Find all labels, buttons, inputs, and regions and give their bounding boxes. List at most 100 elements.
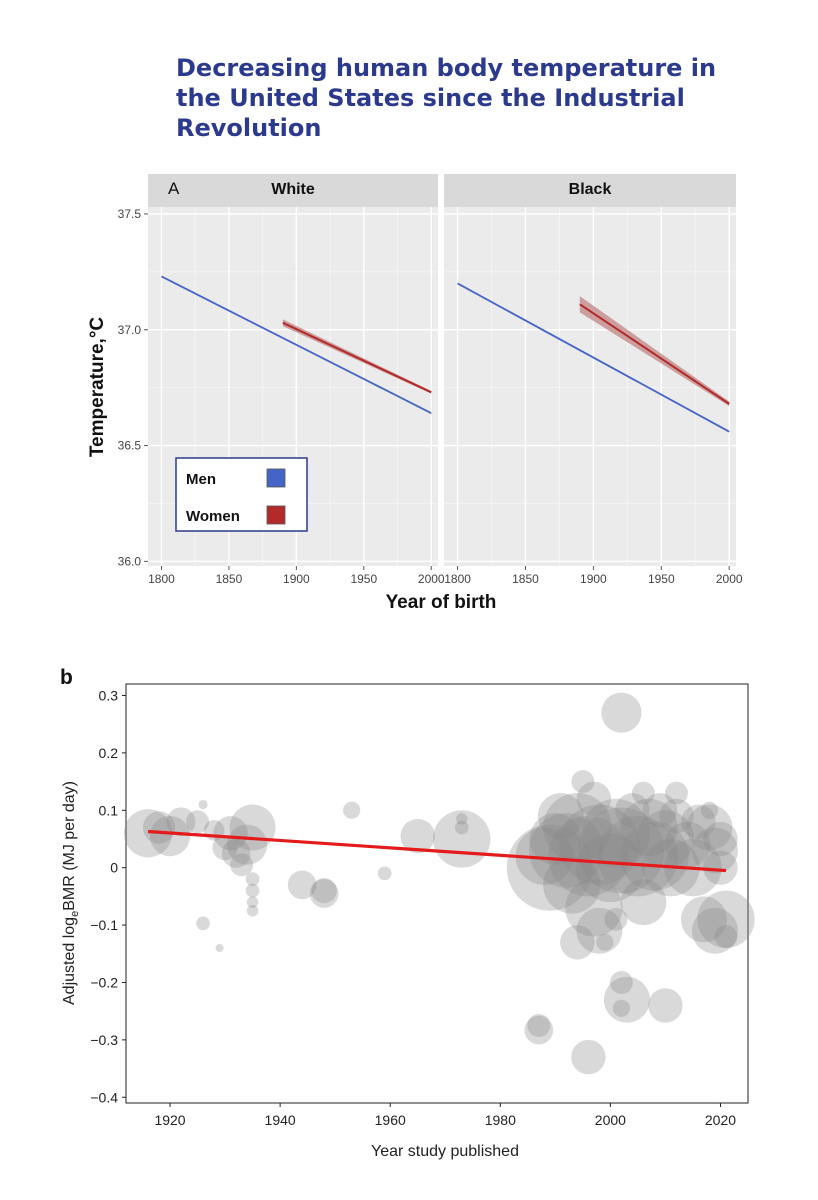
- bubble-point: [433, 810, 491, 868]
- bubble-point: [681, 804, 716, 839]
- bubble-point: [648, 988, 683, 1023]
- x-axis-title: Year of birth: [386, 592, 497, 613]
- bubble-point: [604, 907, 628, 931]
- bubble-point: [581, 798, 651, 868]
- y-axis-title-tail: BMR (MJ per day): [61, 781, 78, 911]
- bubble-point: [246, 896, 259, 908]
- bubbles: [123, 692, 755, 1075]
- bubble-point: [166, 807, 196, 837]
- bubble-point: [377, 866, 392, 881]
- x-tick-label: 1800: [444, 572, 471, 586]
- x-axis-title: Year study published: [371, 1143, 519, 1160]
- y-axis-title-main: Adjusted log: [61, 917, 78, 1005]
- bubble-point: [142, 811, 176, 844]
- bubble-point: [245, 883, 260, 898]
- bubble-point: [703, 821, 738, 857]
- bubble-point: [123, 809, 173, 858]
- bubble-point: [287, 870, 317, 900]
- plot-area: [444, 207, 736, 566]
- bubble-point: [703, 850, 738, 885]
- bubble-point: [515, 827, 574, 885]
- x-tick-label: 1950: [350, 572, 377, 586]
- x-tick-label: 1900: [580, 572, 607, 586]
- bubble-point: [681, 896, 727, 943]
- bubble-point: [571, 1039, 606, 1075]
- bubble-point: [149, 816, 191, 857]
- bubble-point: [309, 879, 339, 908]
- trend-line: [147, 829, 727, 873]
- bubble-point: [537, 793, 584, 839]
- x-tick-label: 1980: [485, 1112, 516, 1128]
- bubble-point: [196, 916, 210, 931]
- bubble-point: [620, 798, 678, 857]
- bubble-point: [636, 810, 695, 868]
- legend-label-women: Women: [186, 508, 240, 525]
- chart-a: White 1800 1850 1900 1950 2000 Black 1800 1850 19…: [87, 174, 743, 613]
- x-tick-label: 1850: [512, 572, 539, 586]
- bubble-point: [692, 907, 738, 954]
- bubble-point: [506, 824, 593, 911]
- bubble-point: [245, 872, 260, 887]
- facet-strip: [444, 174, 736, 207]
- legend-swatch-men: [266, 468, 286, 488]
- y-tick-label: −0.1: [90, 917, 118, 933]
- bubble-point: [454, 820, 469, 835]
- bubble-point: [612, 999, 631, 1017]
- y-tick-label: 36.0: [118, 554, 142, 568]
- series-line-men: [457, 282, 730, 433]
- bubble-point: [527, 1014, 551, 1037]
- x-tick-label: 1950: [648, 572, 675, 586]
- bubble-point: [400, 818, 435, 854]
- y-tick-label: 0.3: [99, 687, 119, 703]
- bubble-point: [664, 821, 711, 868]
- bubble-point: [597, 816, 679, 897]
- bubble-point: [229, 804, 276, 851]
- x-tick-label: 1960: [375, 1112, 406, 1128]
- bubble-point: [664, 781, 688, 805]
- bubble-point: [596, 933, 614, 951]
- x-tick-label: 1920: [154, 1112, 185, 1128]
- bubble-point: [603, 976, 650, 1023]
- bubble-point: [186, 810, 210, 834]
- bubble-point: [631, 781, 655, 805]
- bubble-point: [311, 878, 337, 904]
- y-tick-label: 36.5: [118, 439, 142, 453]
- y-axis-title: Temperature,°C: [87, 317, 108, 458]
- bubble-point: [343, 801, 361, 819]
- x-tick-label: 2000: [418, 572, 445, 586]
- bubble-point: [700, 801, 719, 819]
- bubble-point: [213, 816, 248, 851]
- bubble-point: [456, 813, 468, 825]
- bubble-point: [642, 793, 678, 828]
- series-line-women: [282, 321, 432, 394]
- legend: Men Women: [175, 457, 308, 532]
- figure-title: Decreasing human body temperature in the…: [176, 54, 717, 142]
- bubble-point: [576, 907, 623, 954]
- y-tick-label: −0.3: [90, 1032, 118, 1048]
- bubble-point: [529, 813, 604, 888]
- facet-label: Black: [569, 181, 612, 198]
- y-axis-title-subscript: e: [69, 911, 81, 917]
- bubble-point: [615, 793, 650, 828]
- x-tick-label: 1940: [265, 1112, 296, 1128]
- y-tick-label: 37.0: [118, 323, 142, 337]
- panel-letter: b: [60, 666, 73, 689]
- bubble-point: [560, 925, 595, 960]
- bubble-point: [609, 970, 633, 994]
- bubble-point: [548, 816, 629, 897]
- legend-swatch-women: [266, 505, 286, 525]
- bubble-point: [659, 798, 694, 834]
- y-tick-label: 0.1: [99, 802, 119, 818]
- y-tick-label: 0: [110, 860, 118, 876]
- bubble-point: [619, 821, 689, 891]
- bubble-point: [575, 833, 645, 903]
- bubble-point: [714, 925, 738, 949]
- plot-frame: [125, 683, 749, 1104]
- y-tick-label: 37.5: [118, 207, 142, 221]
- bubble-point: [215, 944, 224, 953]
- facet-panel-black: Black 1800 1850 1900 1950 2000: [444, 174, 743, 586]
- bubble-point: [542, 793, 612, 862]
- bubble-point: [198, 799, 208, 810]
- y-tick-label: 0.2: [99, 745, 119, 761]
